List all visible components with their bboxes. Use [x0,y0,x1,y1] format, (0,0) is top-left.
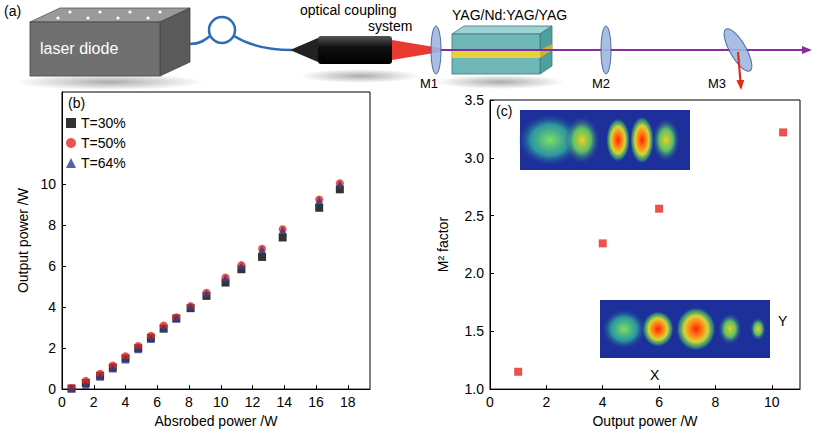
svg-text:M² factor: M² factor [435,217,451,273]
svg-text:M3: M3 [708,76,726,91]
svg-text:(a): (a) [4,3,21,19]
svg-text:2: 2 [542,394,550,410]
svg-text:18: 18 [340,394,356,410]
svg-text:Absrobed power /W: Absrobed power /W [155,413,279,429]
svg-text:system: system [368,18,412,34]
svg-text:4: 4 [122,394,130,410]
svg-text:8: 8 [48,217,56,233]
svg-text:Output power /W: Output power /W [592,413,698,429]
svg-text:(c): (c) [496,103,512,119]
svg-text:Y: Y [778,313,788,329]
svg-text:3.5: 3.5 [465,92,485,108]
svg-text:2: 2 [48,340,56,356]
svg-text:YAG/Nd:YAG/YAG: YAG/Nd:YAG/YAG [452,7,567,23]
svg-text:optical coupling: optical coupling [300,2,397,18]
svg-text:T=64%: T=64% [81,155,126,171]
svg-text:6: 6 [655,394,663,410]
svg-text:10: 10 [40,176,56,192]
svg-text:(b): (b) [68,95,85,111]
svg-text:1.5: 1.5 [465,323,485,339]
svg-text:0: 0 [48,381,56,397]
svg-text:12: 12 [245,394,261,410]
svg-text:6: 6 [153,394,161,410]
svg-text:M2: M2 [592,76,610,91]
svg-text:1.0: 1.0 [465,381,485,397]
svg-text:10: 10 [764,394,780,410]
svg-text:M1: M1 [420,76,438,91]
svg-text:Output power /W: Output power /W [15,187,31,293]
svg-text:4: 4 [48,299,56,315]
svg-text:16: 16 [308,394,324,410]
svg-text:6: 6 [48,258,56,274]
svg-text:X: X [650,367,660,383]
svg-text:8: 8 [712,394,720,410]
svg-text:0: 0 [486,394,494,410]
svg-text:2.0: 2.0 [465,265,485,281]
svg-text:3.0: 3.0 [465,150,485,166]
svg-text:4: 4 [599,394,607,410]
svg-text:laser diode: laser diode [40,40,118,57]
svg-text:2: 2 [90,394,98,410]
svg-text:10: 10 [213,394,229,410]
svg-text:8: 8 [185,394,193,410]
svg-text:0: 0 [58,394,66,410]
svg-text:T=30%: T=30% [81,115,126,131]
svg-text:T=50%: T=50% [81,135,126,151]
svg-text:14: 14 [276,394,292,410]
svg-text:2.5: 2.5 [465,208,485,224]
